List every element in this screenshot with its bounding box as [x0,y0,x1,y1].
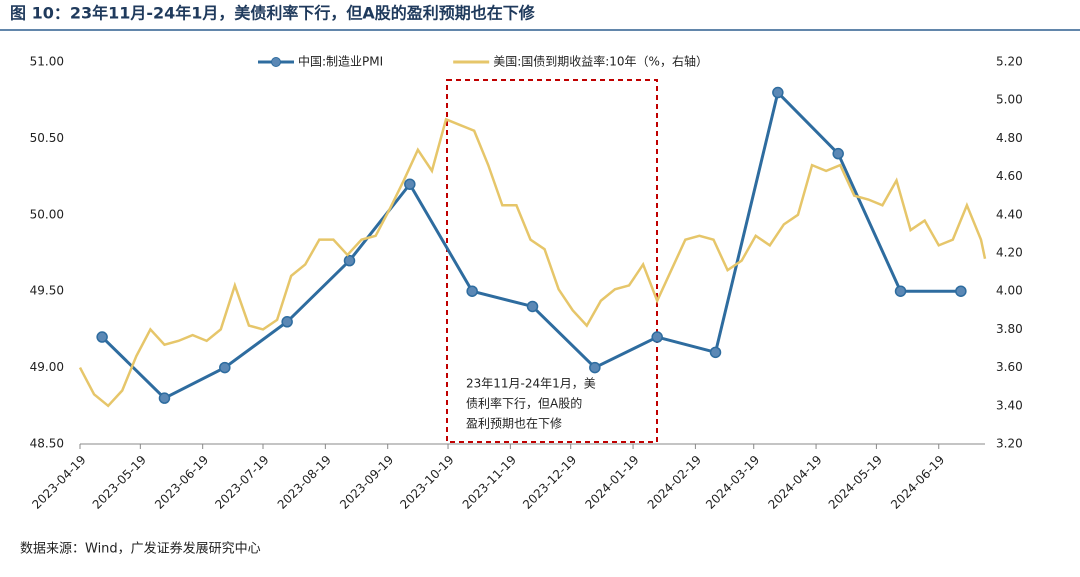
x-tick-label: 2023-04-19 [29,453,88,512]
x-tick-label: 2023-12-19 [520,453,579,512]
series-line [78,117,987,408]
x-tick-label: 2024-03-19 [703,453,762,512]
source: 数据来源：Wind，广发证券发展研究中心 [20,541,261,557]
y2-tick-label: 5.00 [996,93,1023,107]
x-tick-label: 2023-11-19 [460,453,519,512]
point [466,285,478,297]
highlight-box [446,79,658,443]
y2-tick-label: 4.80 [996,131,1023,145]
x-tick-label: 2024-01-19 [582,453,641,512]
y2-tick-label: 3.80 [996,322,1023,336]
x-tick-label: 2023-10-19 [397,453,456,512]
y2-tick-label: 3.20 [996,437,1023,451]
annotation: 23年11月-24年1月，美 [466,377,596,391]
point [526,300,539,313]
y2-tick-label: 3.40 [996,398,1023,412]
chart-title: 图 10：23年11月-24年1月，美债利率下行，但A股的盈利预期也在下修 [10,4,536,23]
x-tick-label: 2024-04-19 [765,453,824,512]
legend-marker [271,57,281,67]
x-tick-label: 2024-02-19 [645,453,704,512]
point [96,331,108,343]
point [894,285,907,297]
x-tick-label: 2023-09-19 [337,453,396,512]
point [158,392,171,404]
y2-tick-label: 4.60 [996,169,1023,183]
point [343,254,356,267]
point [651,331,663,343]
x-tick-label: 2023-07-19 [212,453,271,512]
y-tick-label: 49.50 [30,284,64,298]
annotation: 盈利预期也在下修 [466,416,562,431]
y2-tick-label: 4.00 [996,284,1023,298]
x-tick-label: 2023-05-19 [90,453,149,512]
point [281,316,293,328]
point [832,147,844,160]
y2-tick-label: 4.40 [996,207,1023,221]
legend-label: 中国:制造业PMI [298,54,383,69]
point [404,178,416,190]
y-tick-label: 49.00 [30,360,64,374]
y2-tick-label: 5.20 [996,55,1023,69]
x-tick-label: 2023-08-19 [275,453,334,512]
y-tick-label: 50.50 [30,131,64,145]
x-tick-label: 2024-05-19 [826,453,885,512]
y-tick-label: 51.00 [30,55,64,69]
x-tick-label: 2023-06-19 [152,453,211,512]
y2-tick-label: 4.20 [996,246,1023,260]
y-tick-label: 50.00 [30,207,64,221]
point [709,346,722,359]
y-tick-label: 48.50 [30,437,64,451]
y2-tick-label: 3.60 [996,360,1023,374]
point [589,361,601,374]
point [772,86,784,99]
legend-label: 美国:国债到期收益率:10年（%，右轴） [493,54,708,69]
point [219,361,231,374]
x-tick-label: 2024-06-19 [888,453,947,512]
point [955,285,967,297]
series-line [101,89,961,400]
annotation: 债利率下行，但A股的 [466,396,582,411]
